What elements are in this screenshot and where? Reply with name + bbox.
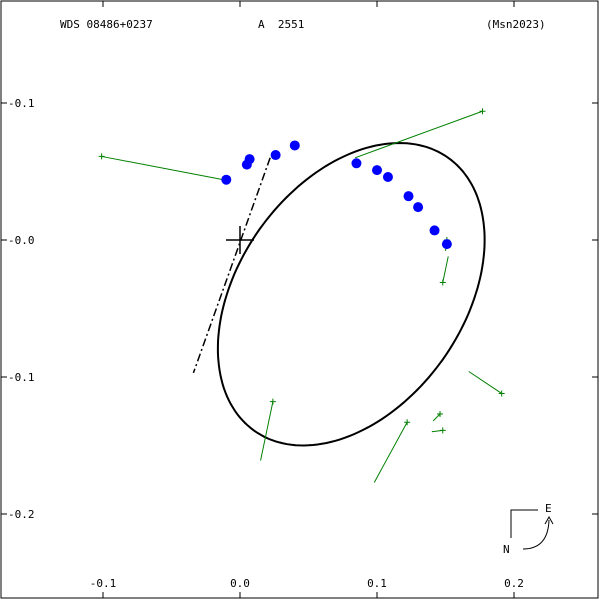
x-tick-label: 0.2 xyxy=(504,577,524,590)
y-tick-label: -0.0 xyxy=(8,234,35,247)
residual-marker xyxy=(498,390,505,397)
object-label: WDS 08486+0237 xyxy=(60,18,153,31)
residual-line xyxy=(442,256,449,283)
observation-point xyxy=(270,150,281,161)
observation-point xyxy=(382,171,393,182)
observation-point xyxy=(221,174,232,185)
y-tick-label: -0.1 xyxy=(8,97,35,110)
residual-marker xyxy=(479,108,486,115)
compass-axes xyxy=(510,509,538,538)
residual-line xyxy=(468,371,502,394)
residual-marker xyxy=(404,419,411,426)
residual-line xyxy=(101,155,224,181)
residual-line xyxy=(354,110,483,159)
x-tick-label: 0.1 xyxy=(367,577,387,590)
x-tick-label: 0.0 xyxy=(230,577,250,590)
observation-point xyxy=(403,191,414,202)
observation-point xyxy=(413,202,424,213)
observation-point xyxy=(351,158,362,169)
y-tick-label: -0.2 xyxy=(8,508,35,521)
residual-line xyxy=(373,421,408,483)
observation-point xyxy=(289,140,300,151)
data-layer xyxy=(98,108,505,483)
residual-marker xyxy=(98,153,105,160)
observation-point xyxy=(244,154,255,165)
residual-line xyxy=(260,401,274,461)
observation-point xyxy=(441,239,452,250)
residual-marker xyxy=(437,410,444,417)
residual-marker xyxy=(439,279,446,286)
x-tick-label: -0.1 xyxy=(90,577,117,590)
primary-star-marker xyxy=(226,226,254,254)
residual-marker xyxy=(439,427,446,434)
pair-label: A 2551 xyxy=(258,18,304,31)
observation-point xyxy=(429,225,440,236)
residual-marker xyxy=(269,398,276,405)
y-tick-label: -0.1 xyxy=(8,371,35,384)
compass-east-label: E xyxy=(545,502,552,515)
reference-label: (Msn2023) xyxy=(486,18,546,31)
observation-point xyxy=(372,165,382,176)
compass-arrow xyxy=(522,519,550,550)
compass: E N xyxy=(503,502,554,556)
compass-arrowhead xyxy=(544,515,554,525)
compass-north-label: N xyxy=(503,543,510,556)
residual-line xyxy=(432,413,441,422)
orbit-ellipse xyxy=(216,141,486,447)
line-of-nodes xyxy=(192,157,271,374)
